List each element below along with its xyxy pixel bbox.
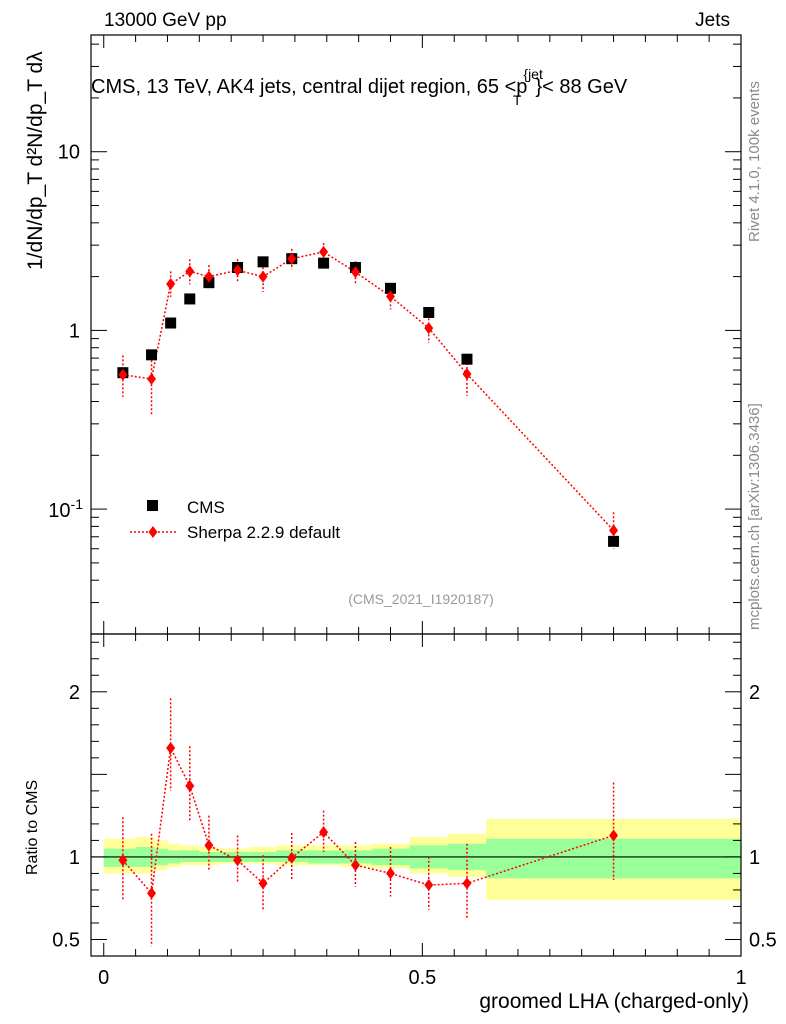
ratio-y-tick-label-right: 2	[749, 682, 760, 704]
ratio-data-point	[147, 887, 157, 900]
main-plot-frame	[90, 34, 742, 635]
mc-data-point	[185, 265, 195, 278]
ratio-plot-frame	[90, 633, 742, 957]
x-tick-label: 1	[735, 967, 746, 989]
header-left-label: 13000 GeV pp	[104, 10, 227, 31]
ratio-band-inner	[103, 848, 136, 867]
legend-mc-label: Sherpa 2.2.9 default	[187, 523, 340, 542]
mc-data-point	[204, 270, 214, 283]
ratio-data-point	[233, 854, 243, 867]
ratio-y-axis-label-text: Ratio to CMS	[24, 780, 41, 875]
mc-data-point	[166, 277, 176, 290]
mc-data-point	[118, 368, 128, 381]
y-axis-label-text: 1/dN/dp_T d²N/dp_T dλ	[24, 51, 47, 270]
mc-data-point	[147, 372, 157, 385]
analysis-id-label: (CMS_2021_I1920187)	[348, 591, 494, 607]
chart-title: CMS, 13 TeV, AK4 jets, central dijet reg…	[91, 66, 628, 108]
ratio-series-line	[122, 745, 614, 896]
mc-data-point	[424, 322, 434, 335]
ratio-data-point	[287, 851, 297, 864]
legend-cms-marker	[147, 500, 158, 511]
x-axis-label: groomed LHA (charged-only)	[479, 990, 749, 1013]
cms-data-point	[146, 349, 158, 361]
cms-data-point	[203, 277, 215, 289]
mc-data-point	[287, 252, 297, 265]
ratio-y-tick-label: 2	[69, 682, 80, 704]
cms-data-point	[318, 257, 330, 269]
mc-series-line	[122, 251, 615, 531]
ratio-data-point	[319, 826, 329, 839]
mc-data-point	[386, 290, 396, 303]
x-tick-label: 0	[98, 967, 109, 989]
cms-data-point	[184, 293, 196, 305]
cms-data-point	[165, 317, 177, 329]
cms-data-point	[461, 353, 473, 365]
rivet-version-label: Rivet 4.1.0, 100k events	[746, 81, 763, 242]
x-tick-label: 0.5	[408, 967, 436, 989]
cms-data-point	[608, 535, 620, 547]
mc-data-point	[319, 245, 329, 258]
ratio-y-tick-label-right: 1	[749, 847, 760, 869]
y-tick-label-10: 10	[58, 142, 80, 164]
ratio-y-tick-label: 0.5	[52, 929, 80, 951]
ratio-data-point	[185, 779, 195, 792]
ratio-y-tick-label: 1	[69, 847, 80, 869]
ratio-y-axis-label: Ratio to CMS	[24, 780, 41, 875]
legend-mc-marker	[148, 526, 158, 538]
ratio-data-point	[462, 877, 472, 890]
ratio-data-point	[204, 839, 214, 852]
y-tick-label-0.1: 10-1	[48, 496, 83, 522]
ratio-data-point	[350, 859, 360, 872]
ratio-data-point	[166, 741, 176, 754]
ratio-data-point	[609, 829, 619, 842]
mc-data-point	[350, 266, 360, 279]
mc-data-point	[258, 270, 268, 283]
ratio-data-point	[118, 854, 128, 867]
cms-data-point	[385, 282, 397, 294]
ratio-data-point	[424, 878, 434, 891]
header-right-label: Jets	[695, 10, 730, 31]
mc-data-point	[462, 368, 472, 381]
ratio-band-inner	[180, 850, 200, 862]
mcplots-site-label: mcplots.cern.ch [arXiv:1306.3436]	[746, 403, 763, 630]
mc-data-point	[609, 524, 619, 537]
ratio-y-tick-label-right: 0.5	[749, 929, 777, 951]
legend-cms-label: CMS	[187, 498, 225, 517]
mc-data-point	[233, 264, 243, 277]
ratio-data-point	[258, 877, 268, 890]
y-tick-label-1: 1	[69, 320, 80, 342]
cms-data-point	[423, 306, 435, 318]
ratio-data-point	[386, 867, 396, 880]
cms-data-point	[257, 256, 269, 268]
main-y-axis-label: 1/dN/dp_T d²N/dp_T dλ	[24, 51, 47, 270]
